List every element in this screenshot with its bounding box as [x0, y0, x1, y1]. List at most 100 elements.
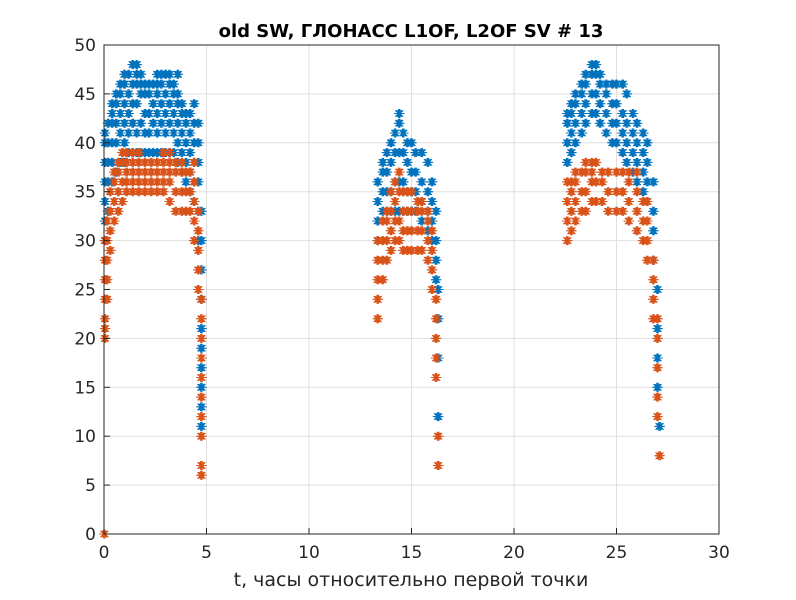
data-point: [161, 128, 171, 138]
data-point: [197, 294, 207, 304]
data-point: [153, 109, 163, 118]
data-point: [387, 206, 397, 216]
data-point: [639, 167, 649, 177]
data-point: [598, 177, 608, 187]
data-point: [432, 294, 442, 304]
data-point: [182, 177, 192, 187]
data-point: [403, 157, 413, 167]
data-point: [653, 392, 663, 402]
data-point: [197, 363, 207, 373]
y-tick-label: 0: [85, 525, 96, 545]
data-point: [619, 109, 628, 118]
data-point: [186, 128, 196, 138]
data-point: [387, 187, 397, 197]
data-point: [623, 157, 633, 167]
data-point: [103, 294, 113, 304]
data-point: [374, 177, 383, 187]
data-point: [578, 89, 587, 99]
data-point: [432, 353, 442, 363]
data-point: [649, 226, 659, 236]
data-point: [434, 412, 444, 422]
y-tick-label: 25: [74, 281, 96, 301]
data-point: [124, 89, 134, 99]
data-point: [194, 265, 204, 275]
data-point: [625, 177, 635, 187]
data-point: [159, 187, 169, 197]
data-point: [124, 109, 134, 118]
x-axis-label: t, часы относительно первой точки: [234, 569, 589, 591]
data-point: [619, 128, 628, 138]
data-point: [133, 60, 143, 70]
data-point: [596, 69, 606, 79]
data-point: [194, 138, 204, 148]
data-point: [387, 226, 397, 236]
x-tick-label: 25: [606, 543, 628, 563]
data-point: [137, 69, 147, 79]
data-point: [197, 461, 207, 470]
data-point: [194, 285, 204, 294]
data-point: [571, 138, 581, 148]
data-point: [649, 294, 659, 304]
data-point: [116, 109, 126, 118]
data-point: [428, 197, 438, 206]
data-point: [619, 79, 628, 89]
data-point: [578, 128, 587, 138]
data-point: [633, 167, 643, 177]
data-point: [571, 118, 581, 128]
data-point: [434, 461, 444, 470]
data-point: [639, 148, 649, 158]
data-point: [114, 167, 124, 177]
data-point: [633, 187, 643, 197]
data-point: [153, 128, 163, 138]
data-point: [571, 216, 581, 226]
data-point: [114, 206, 124, 216]
data-point: [101, 324, 111, 334]
data-point: [592, 89, 602, 99]
data-point: [161, 89, 171, 99]
data-point: [395, 118, 405, 128]
data-point: [197, 324, 207, 334]
data-point: [633, 138, 643, 148]
data-point: [643, 157, 653, 167]
data-point: [101, 314, 111, 324]
data-point: [103, 255, 113, 265]
data-point: [197, 421, 207, 431]
data-point: [124, 69, 134, 79]
data-point: [120, 99, 130, 109]
data-point: [596, 118, 606, 128]
data-point: [383, 167, 393, 177]
data-point: [655, 421, 665, 431]
data-point: [170, 79, 179, 89]
data-point: [612, 99, 622, 109]
data-point: [602, 109, 612, 118]
data-point: [129, 118, 138, 128]
data-point: [124, 128, 134, 138]
data-point: [133, 99, 143, 109]
data-point: [653, 285, 663, 294]
data-point: [186, 148, 196, 158]
data-point: [190, 236, 200, 246]
data-point: [120, 118, 130, 128]
data-point: [110, 216, 120, 226]
data-point: [633, 118, 643, 128]
data-point: [428, 245, 438, 255]
data-point: [582, 206, 592, 216]
data-point: [197, 382, 207, 392]
data-point: [428, 285, 438, 294]
data-point: [432, 333, 442, 343]
data-point: [424, 157, 434, 167]
data-point: [135, 148, 145, 158]
data-point: [418, 245, 428, 255]
data-point: [633, 226, 643, 236]
data-point: [186, 187, 196, 197]
data-point: [582, 79, 592, 89]
data-point: [194, 118, 204, 128]
data-point: [120, 138, 130, 148]
data-point: [391, 197, 401, 206]
data-point: [103, 275, 113, 285]
data-point: [153, 89, 163, 99]
data-point: [118, 197, 128, 206]
y-tick-label: 10: [74, 427, 96, 447]
data-point: [106, 206, 116, 216]
